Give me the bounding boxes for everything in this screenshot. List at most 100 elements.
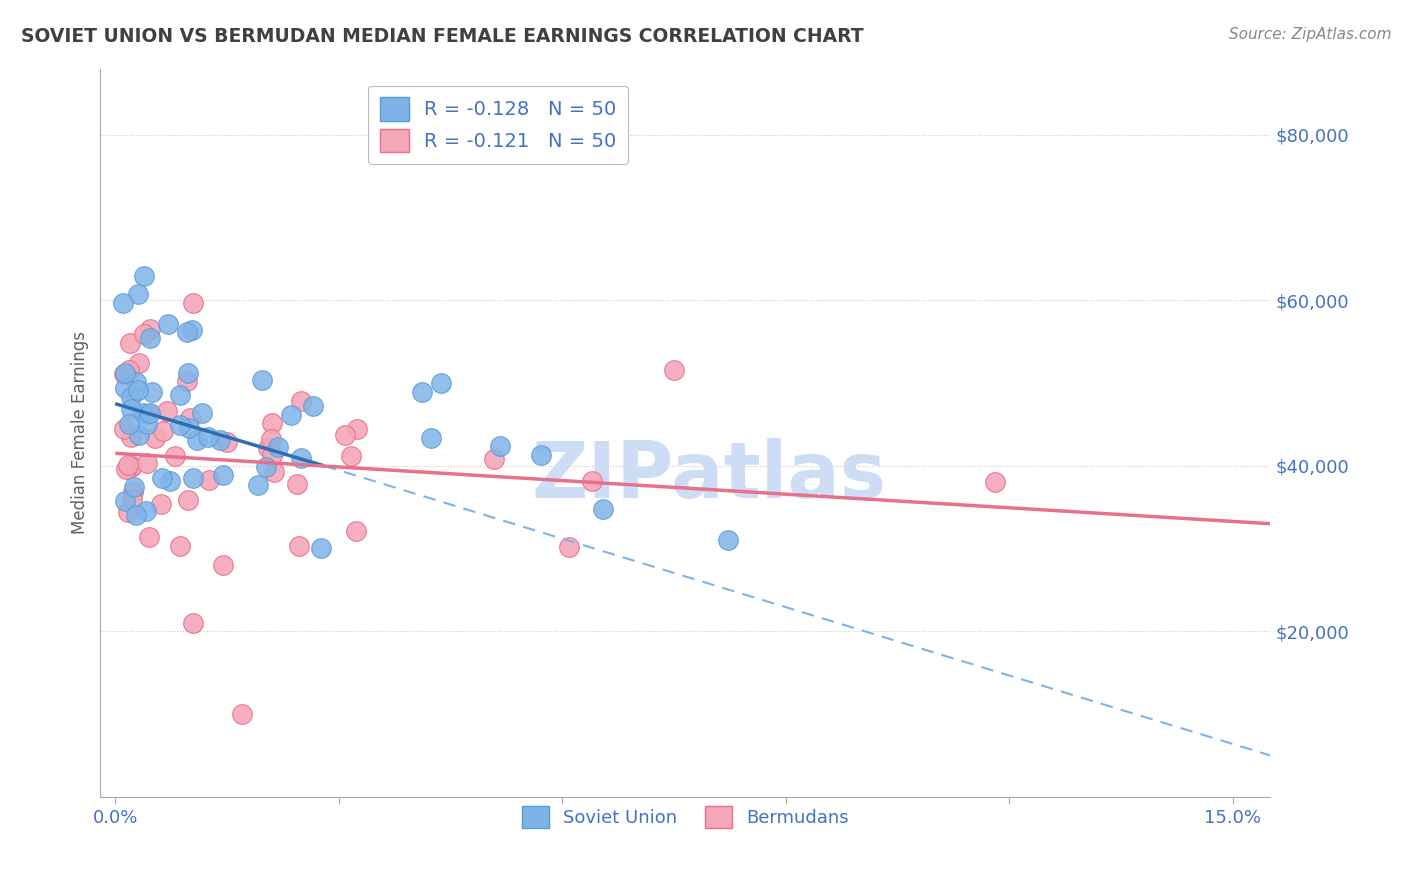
Point xyxy=(266,440,288,454)
Point xyxy=(112,368,135,382)
Point xyxy=(120,335,142,350)
Point xyxy=(139,322,162,336)
Point xyxy=(250,373,273,387)
Point xyxy=(263,466,285,480)
Point xyxy=(717,533,740,547)
Point xyxy=(156,317,179,331)
Point xyxy=(135,504,157,518)
Point xyxy=(558,541,581,555)
Point xyxy=(118,417,141,431)
Point xyxy=(120,460,142,475)
Point xyxy=(209,434,232,448)
Point xyxy=(138,529,160,543)
Point xyxy=(309,541,332,556)
Point xyxy=(212,468,235,483)
Point xyxy=(132,406,155,420)
Point xyxy=(112,421,135,435)
Point xyxy=(983,475,1005,490)
Point xyxy=(488,439,510,453)
Point xyxy=(145,431,167,445)
Point xyxy=(231,706,253,721)
Point xyxy=(134,268,156,283)
Point xyxy=(256,442,278,456)
Point xyxy=(127,286,149,301)
Point xyxy=(177,493,200,508)
Point xyxy=(114,493,136,508)
Point xyxy=(262,449,284,463)
Point xyxy=(169,388,191,402)
Text: ZIPatlas: ZIPatlas xyxy=(531,438,886,515)
Point xyxy=(197,429,219,443)
Point xyxy=(581,474,603,488)
Point xyxy=(159,474,181,488)
Point xyxy=(135,417,157,432)
Point xyxy=(420,431,443,445)
Point xyxy=(198,473,221,487)
Point xyxy=(112,296,135,310)
Point xyxy=(215,434,238,449)
Point xyxy=(430,376,453,391)
Point xyxy=(183,471,205,485)
Point xyxy=(169,418,191,433)
Point xyxy=(262,417,284,431)
Point xyxy=(127,383,149,397)
Point xyxy=(121,491,143,506)
Point xyxy=(176,374,198,388)
Point xyxy=(302,399,325,413)
Point xyxy=(340,449,363,463)
Point xyxy=(149,497,172,511)
Point xyxy=(180,323,202,337)
Point xyxy=(128,356,150,370)
Point xyxy=(177,366,200,380)
Point xyxy=(152,424,174,438)
Text: SOVIET UNION VS BERMUDAN MEDIAN FEMALE EARNINGS CORRELATION CHART: SOVIET UNION VS BERMUDAN MEDIAN FEMALE E… xyxy=(21,27,863,45)
Point xyxy=(186,433,208,447)
Point xyxy=(120,401,142,416)
Point xyxy=(530,448,553,462)
Point xyxy=(592,501,614,516)
Point xyxy=(181,616,204,631)
Point xyxy=(290,394,312,409)
Point xyxy=(662,362,685,376)
Point xyxy=(181,296,204,310)
Point xyxy=(179,411,201,425)
Point xyxy=(346,422,368,436)
Point xyxy=(288,539,311,553)
Point xyxy=(115,462,138,476)
Point xyxy=(177,421,200,435)
Point xyxy=(191,406,214,420)
Point xyxy=(163,449,186,463)
Point xyxy=(246,477,269,491)
Point xyxy=(117,505,139,519)
Point xyxy=(120,430,142,444)
Point xyxy=(344,524,367,538)
Point xyxy=(260,432,283,446)
Point xyxy=(411,385,433,400)
Point xyxy=(118,363,141,377)
Point xyxy=(176,325,198,339)
Point xyxy=(169,539,191,553)
Point xyxy=(120,390,142,404)
Point xyxy=(122,480,145,494)
Point xyxy=(280,408,302,422)
Point xyxy=(121,458,143,473)
Y-axis label: Median Female Earnings: Median Female Earnings xyxy=(72,331,89,534)
Point xyxy=(285,477,308,491)
Point xyxy=(139,406,162,420)
Point xyxy=(256,460,278,475)
Point xyxy=(290,451,312,466)
Point xyxy=(117,458,139,473)
Point xyxy=(122,485,145,500)
Point xyxy=(132,326,155,341)
Point xyxy=(125,508,148,522)
Legend: Soviet Union, Bermudans: Soviet Union, Bermudans xyxy=(515,798,856,835)
Point xyxy=(135,456,157,470)
Point xyxy=(136,407,159,421)
Point xyxy=(212,558,235,572)
Text: Source: ZipAtlas.com: Source: ZipAtlas.com xyxy=(1229,27,1392,42)
Point xyxy=(114,381,136,395)
Point xyxy=(125,375,148,389)
Point xyxy=(335,427,357,442)
Point xyxy=(128,428,150,442)
Point xyxy=(114,366,136,380)
